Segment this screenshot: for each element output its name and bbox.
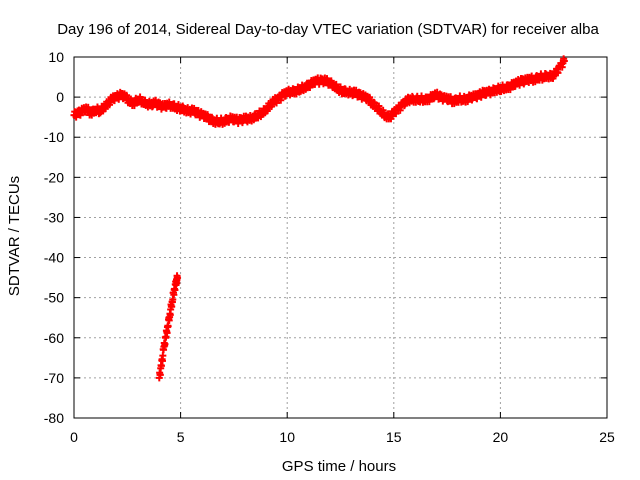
x-tick-label: 25	[599, 429, 615, 445]
y-tick-label: -60	[44, 330, 64, 346]
x-tick-label: 20	[493, 429, 509, 445]
y-tick-label: 0	[56, 89, 64, 105]
y-tick-label: -30	[44, 209, 64, 225]
y-tick-label: -50	[44, 290, 64, 306]
y-tick-label: -40	[44, 250, 64, 266]
y-tick-label: -10	[44, 129, 64, 145]
series-layer	[70, 55, 568, 382]
axis-ticks: 0 5 10 15 20 25 10 0 -10 -20 -30 -40 -50 -60 -70 -80	[44, 49, 615, 445]
series-0	[70, 55, 568, 128]
data-point	[169, 295, 177, 303]
plot-border	[73, 56, 608, 419]
data-point	[173, 274, 181, 282]
grid	[74, 57, 607, 418]
data-point	[164, 322, 172, 330]
x-tick-label: 0	[70, 429, 78, 445]
data-point	[161, 340, 169, 348]
y-tick-label: -20	[44, 169, 64, 185]
data-point	[156, 371, 164, 379]
y-tick-label: -70	[44, 370, 64, 386]
plot-frame	[73, 56, 608, 419]
data-point	[163, 329, 171, 337]
chart-title: Day 196 of 2014, Sidereal Day-to-day VTE…	[57, 21, 599, 38]
y-tick-label: -80	[44, 410, 64, 426]
y-tick-label: 10	[48, 49, 64, 65]
x-tick-label: 5	[177, 429, 185, 445]
x-axis-label: GPS time / hours	[282, 458, 396, 475]
series-1	[155, 272, 181, 382]
data-point	[560, 57, 568, 65]
x-tick-label: 10	[279, 429, 295, 445]
y-axis-label: SDTVAR / TECUs	[6, 176, 23, 296]
x-tick-label: 15	[386, 429, 402, 445]
